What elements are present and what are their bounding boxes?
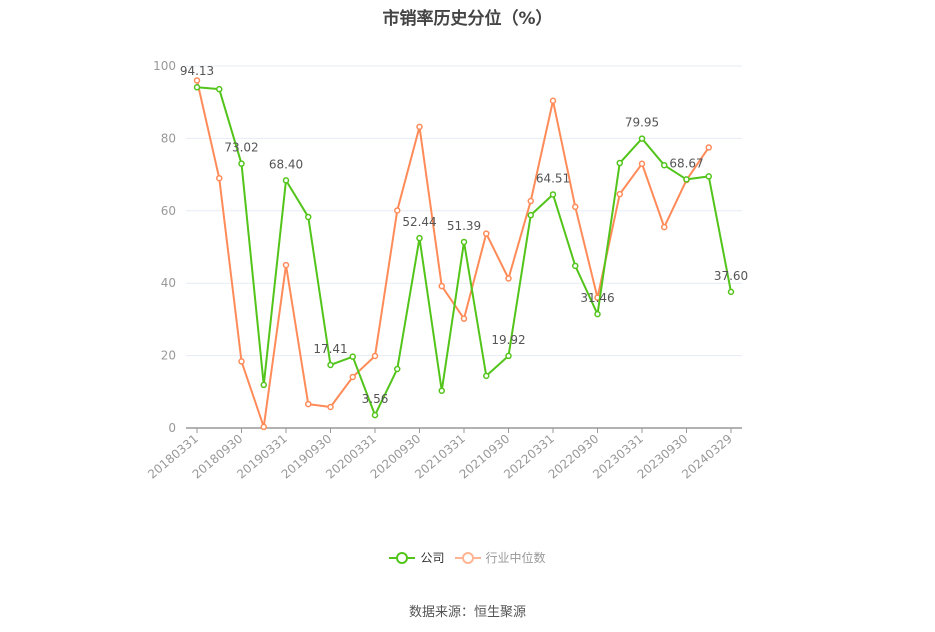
series-line-industry-median bbox=[196, 80, 710, 428]
legend-label-company: 公司 bbox=[420, 551, 445, 565]
data-point[interactable] bbox=[327, 361, 334, 369]
data-label: 73.02 bbox=[224, 141, 258, 155]
data-point[interactable] bbox=[327, 403, 334, 411]
data-point[interactable] bbox=[349, 353, 356, 360]
y-tick-label: 80 bbox=[161, 131, 176, 145]
data-point[interactable] bbox=[527, 197, 534, 205]
data-point[interactable] bbox=[416, 123, 423, 131]
data-point[interactable] bbox=[616, 190, 623, 198]
data-point[interactable] bbox=[705, 173, 712, 180]
data-label: 51.39 bbox=[447, 219, 481, 233]
data-point[interactable] bbox=[460, 238, 468, 246]
data-label: 17.41 bbox=[313, 342, 347, 356]
data-point[interactable] bbox=[638, 135, 646, 142]
data-point[interactable] bbox=[483, 372, 490, 380]
data-point[interactable] bbox=[305, 213, 312, 221]
data-label: 31.46 bbox=[580, 291, 614, 305]
y-tick-label: 40 bbox=[161, 276, 176, 290]
data-point[interactable] bbox=[705, 144, 712, 151]
data-point[interactable] bbox=[282, 261, 290, 269]
data-label: 79.95 bbox=[625, 116, 659, 130]
data-point[interactable] bbox=[238, 358, 245, 365]
legend-line-circle-icon bbox=[389, 551, 416, 564]
chart-title: 市销率历史分位（%） bbox=[382, 9, 553, 29]
data-label: 37.60 bbox=[714, 269, 748, 283]
y-tick-label: 60 bbox=[161, 204, 176, 218]
data-label: 68.40 bbox=[269, 157, 303, 171]
data-label: 64.51 bbox=[536, 171, 570, 185]
data-point[interactable] bbox=[572, 262, 579, 270]
data-label: 94.13 bbox=[180, 64, 214, 78]
data-point[interactable] bbox=[438, 387, 445, 394]
data-point[interactable] bbox=[616, 159, 623, 167]
data-label: 19.92 bbox=[491, 333, 525, 347]
data-point[interactable] bbox=[505, 275, 512, 282]
data-point[interactable] bbox=[305, 400, 312, 408]
data-point[interactable] bbox=[527, 211, 534, 219]
data-point[interactable] bbox=[371, 352, 379, 360]
data-point[interactable] bbox=[549, 191, 557, 198]
y-tick-label: 100 bbox=[153, 59, 176, 73]
legend-item-company[interactable]: 公司 bbox=[389, 549, 445, 566]
data-point[interactable] bbox=[438, 282, 445, 290]
data-label: 3.56 bbox=[362, 392, 389, 406]
data-point[interactable] bbox=[661, 161, 668, 169]
y-tick-label: 20 bbox=[161, 349, 176, 363]
data-point[interactable] bbox=[483, 230, 490, 237]
legend: 公司 行业中位数 bbox=[0, 549, 935, 566]
data-point[interactable] bbox=[394, 365, 401, 373]
data-point[interactable] bbox=[216, 85, 223, 93]
data-point[interactable] bbox=[260, 423, 267, 431]
data-label: 52.44 bbox=[402, 215, 436, 229]
data-point[interactable] bbox=[349, 373, 356, 381]
legend-label-industry-median: 行业中位数 bbox=[485, 551, 546, 565]
data-point[interactable] bbox=[193, 77, 201, 84]
legend-line-circle-icon bbox=[454, 551, 481, 564]
data-point[interactable] bbox=[638, 160, 646, 167]
line-chart: 0204060801002018033120180930201903312019… bbox=[145, 59, 748, 482]
data-point[interactable] bbox=[394, 207, 401, 214]
data-point[interactable] bbox=[594, 310, 601, 318]
data-point[interactable] bbox=[371, 411, 379, 419]
data-source: 数据来源：恒生聚源 bbox=[408, 605, 526, 620]
series-line-company bbox=[196, 86, 732, 417]
data-point[interactable] bbox=[572, 203, 579, 211]
data-point[interactable] bbox=[661, 223, 668, 231]
legend-item-industry-median[interactable]: 行业中位数 bbox=[454, 549, 546, 566]
data-point[interactable] bbox=[505, 352, 512, 360]
data-point[interactable] bbox=[282, 177, 290, 184]
data-point[interactable] bbox=[216, 174, 223, 182]
data-point[interactable] bbox=[260, 381, 267, 389]
data-point[interactable] bbox=[193, 83, 201, 91]
data-point[interactable] bbox=[683, 176, 690, 183]
data-point[interactable] bbox=[549, 97, 557, 105]
data-label: 68.67 bbox=[669, 156, 703, 170]
y-tick-label: 0 bbox=[168, 421, 176, 435]
data-point[interactable] bbox=[727, 288, 735, 296]
data-point[interactable] bbox=[460, 315, 468, 322]
data-point[interactable] bbox=[238, 160, 245, 167]
data-point[interactable] bbox=[416, 234, 423, 242]
